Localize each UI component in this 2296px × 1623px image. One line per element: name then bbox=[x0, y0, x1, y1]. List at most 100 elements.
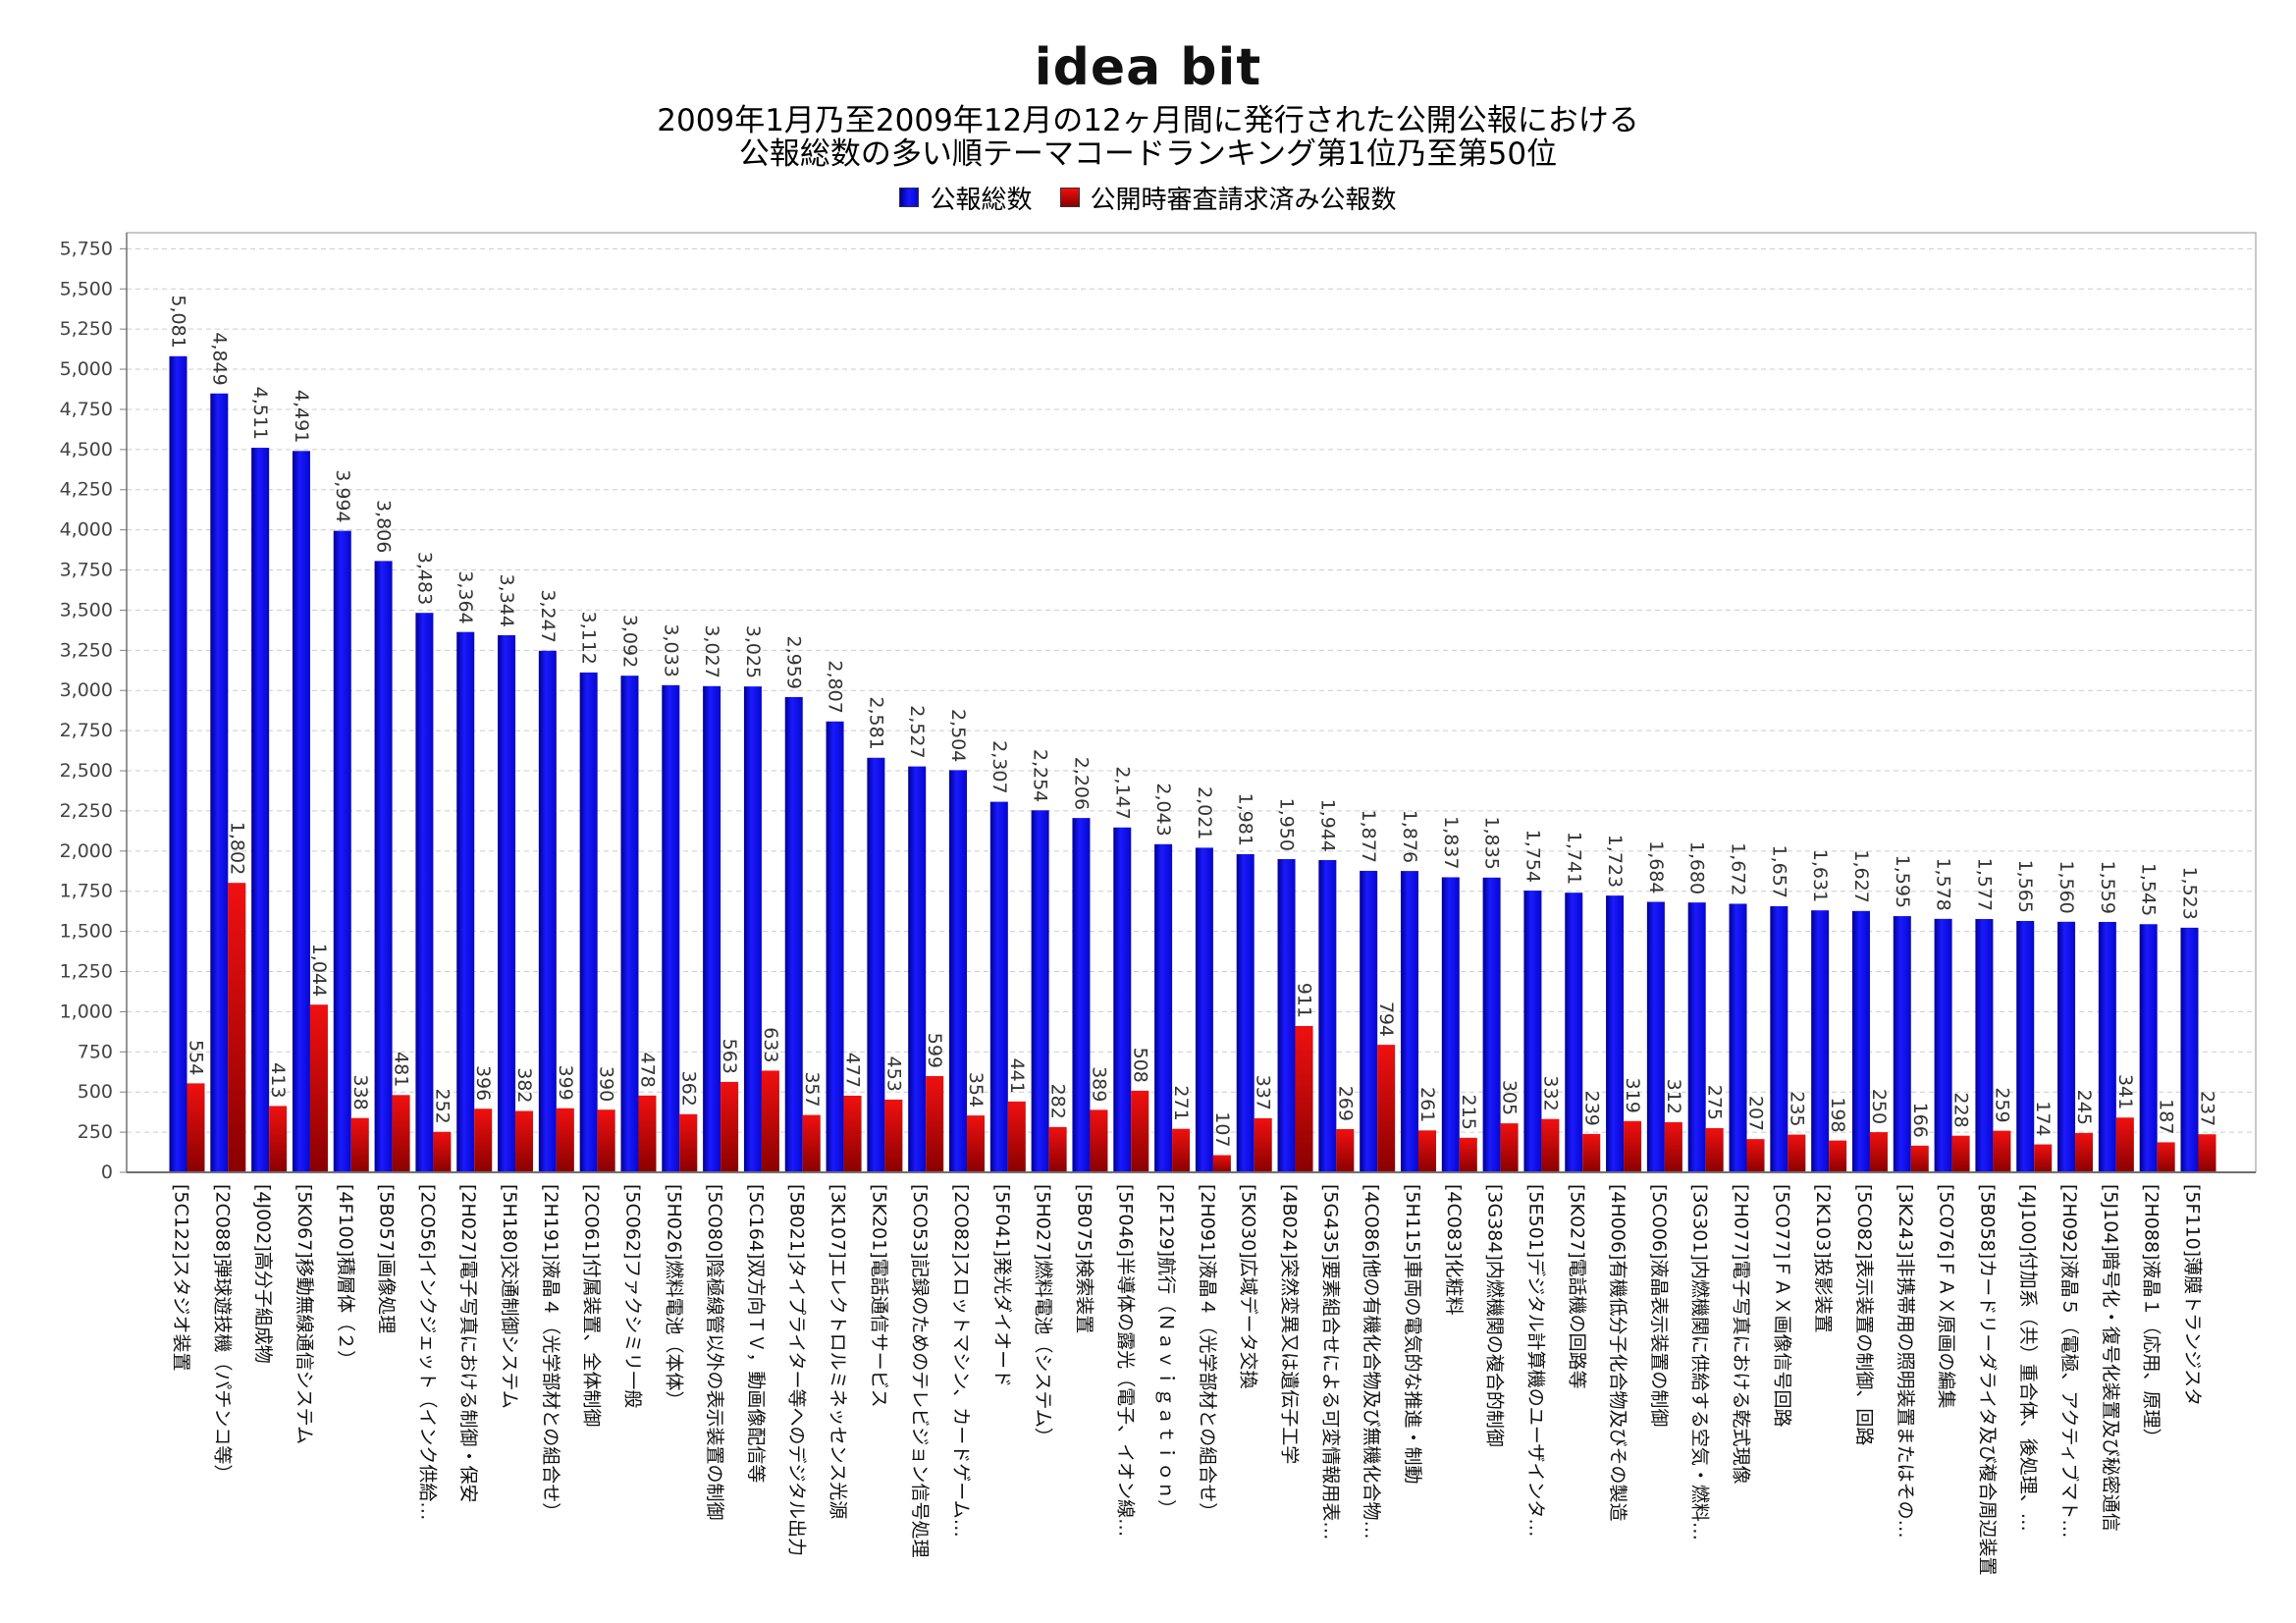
x-tick-label-33: [3G384]内燃機関の複合的制御 bbox=[1484, 1184, 1506, 1447]
chart-title-line-2: 公報総数の多い順テーマコードランキング第1位乃至第50位 bbox=[738, 136, 1558, 172]
bar-total-24 bbox=[1113, 827, 1132, 1172]
x-tick-label-41: [2K103]投影装置 bbox=[1812, 1184, 1834, 1333]
bar-exam-requested-6 bbox=[392, 1095, 410, 1172]
x-tick-label-17: [3K107]エレクトロルミネッセンス光源 bbox=[828, 1184, 849, 1519]
x-tick-label-25: [2F129]航行（Ｎａｖｉｇａｔｉｏｎ） bbox=[1155, 1184, 1177, 1518]
value-label-exam-requested-38: 275 bbox=[1704, 1085, 1726, 1120]
bar-total-30 bbox=[1360, 870, 1378, 1172]
idea-bit-logo: idea bit bbox=[1034, 38, 1262, 97]
bar-total-29 bbox=[1318, 859, 1337, 1172]
value-label-total-2: 4,849 bbox=[208, 332, 230, 385]
bar-exam-requested-41 bbox=[1829, 1140, 1847, 1172]
bar-exam-requested-4 bbox=[309, 1004, 328, 1172]
y-tick-label: 250 bbox=[78, 1121, 113, 1143]
bar-exam-requested-10 bbox=[556, 1108, 574, 1172]
x-tick-label-23: [5B075]検索装置 bbox=[1073, 1184, 1095, 1333]
value-label-total-34: 1,754 bbox=[1522, 830, 1543, 883]
x-tick-label-48: [5J104]暗号化・復号化装置及び秘密通信 bbox=[2100, 1184, 2121, 1532]
value-label-exam-requested-37: 312 bbox=[1663, 1079, 1684, 1114]
bar-total-2 bbox=[210, 393, 229, 1173]
value-label-exam-requested-21: 441 bbox=[1006, 1058, 1028, 1094]
value-label-exam-requested-9: 382 bbox=[513, 1067, 535, 1103]
bar-exam-requested-17 bbox=[843, 1095, 862, 1172]
bar-exam-requested-15 bbox=[761, 1070, 779, 1172]
bar-total-8 bbox=[456, 631, 475, 1172]
x-tick-label-44: [5C076]ＦＡＸ原画の編集 bbox=[1936, 1184, 1957, 1408]
bar-total-40 bbox=[1770, 905, 1789, 1172]
x-tick-label-45: [5B058]カードリーダライタ及び複合周辺装置 bbox=[1976, 1184, 1998, 1575]
legend-swatch-total bbox=[899, 188, 920, 207]
bar-total-42 bbox=[1851, 910, 1870, 1172]
value-label-total-11: 3,112 bbox=[578, 612, 600, 665]
value-label-exam-requested-48: 341 bbox=[2114, 1074, 2136, 1109]
value-label-total-40: 1,657 bbox=[1768, 845, 1789, 898]
bar-exam-requested-46 bbox=[2034, 1144, 2053, 1172]
x-tick-label-49: [2H088]液晶１（応用、原理） bbox=[2141, 1184, 2163, 1446]
x-tick-label-5: [4F100]積層体（２） bbox=[335, 1184, 356, 1369]
y-tick-label: 500 bbox=[78, 1081, 113, 1103]
value-label-exam-requested-33: 305 bbox=[1499, 1080, 1521, 1115]
bar-exam-requested-47 bbox=[2075, 1132, 2094, 1172]
x-tick-label-19: [5C053]記録のためのテレビジョン信号処理 bbox=[909, 1184, 931, 1557]
y-tick-label: 5,750 bbox=[60, 238, 113, 259]
value-label-exam-requested-2: 1,802 bbox=[226, 822, 247, 875]
value-label-exam-requested-50: 237 bbox=[2196, 1091, 2217, 1126]
value-label-total-19: 2,527 bbox=[906, 705, 928, 758]
value-label-exam-requested-32: 215 bbox=[1458, 1095, 1479, 1130]
bar-total-25 bbox=[1154, 843, 1173, 1172]
y-tick-label: 1,500 bbox=[60, 921, 113, 943]
bar-total-27 bbox=[1236, 853, 1255, 1172]
value-label-total-4: 4,491 bbox=[291, 390, 312, 443]
bar-exam-requested-40 bbox=[1788, 1134, 1806, 1172]
bar-total-35 bbox=[1565, 893, 1583, 1172]
bar-total-7 bbox=[415, 613, 434, 1172]
value-label-total-7: 3,483 bbox=[413, 552, 435, 605]
value-label-exam-requested-1: 554 bbox=[186, 1040, 207, 1075]
value-label-exam-requested-31: 261 bbox=[1416, 1087, 1438, 1122]
x-tick-label-7: [2C056]インクジェット（インク供給… bbox=[416, 1184, 438, 1520]
value-label-exam-requested-23: 389 bbox=[1088, 1066, 1109, 1102]
y-tick-label: 4,250 bbox=[60, 479, 113, 501]
value-label-total-26: 2,021 bbox=[1194, 786, 1215, 839]
x-tick-label-12: [5C062]ファクシミリ一般 bbox=[621, 1184, 643, 1408]
value-label-total-49: 1,545 bbox=[2138, 863, 2160, 916]
bar-total-16 bbox=[784, 696, 803, 1172]
y-tick-label: 3,500 bbox=[60, 599, 113, 621]
bar-exam-requested-21 bbox=[1007, 1101, 1026, 1172]
value-label-total-9: 3,344 bbox=[496, 574, 517, 627]
value-label-exam-requested-44: 228 bbox=[1950, 1092, 1972, 1127]
bar-total-48 bbox=[2098, 921, 2116, 1172]
bar-exam-requested-8 bbox=[474, 1109, 493, 1172]
x-tick-label-27: [5K030]広域データ交換 bbox=[1238, 1184, 1259, 1389]
x-tick-label-13: [5H026]燃料電池（本体） bbox=[663, 1184, 684, 1409]
bar-total-17 bbox=[826, 721, 844, 1172]
chart-title-line-1: 2009年1月乃至2009年12月の12ヶ月間に発行された公開公報における bbox=[657, 103, 1639, 138]
value-label-total-17: 2,807 bbox=[825, 660, 846, 713]
bar-total-47 bbox=[2057, 921, 2076, 1172]
bar-exam-requested-43 bbox=[1910, 1145, 1929, 1172]
bar-exam-requested-45 bbox=[1993, 1130, 2011, 1172]
y-tick-label: 3,000 bbox=[60, 679, 113, 701]
y-tick-label: 2,000 bbox=[60, 840, 113, 862]
bar-exam-requested-2 bbox=[228, 883, 246, 1172]
y-tick-label: 2,750 bbox=[60, 720, 113, 741]
x-tick-label-37: [5C006]液晶表示装置の制御 bbox=[1648, 1184, 1670, 1427]
x-tick-label-14: [5C080]陰極線管以外の表示装置の制御 bbox=[704, 1184, 725, 1520]
x-tick-label-31: [5H115]車両の電気的な推進・制動 bbox=[1402, 1184, 1423, 1484]
x-tick-label-47: [2H092]液晶５（電極、アクティブマト… bbox=[2058, 1184, 2081, 1538]
bar-total-20 bbox=[949, 770, 968, 1172]
x-tick-label-10: [2H191]液晶４（光学部材との組合せ） bbox=[540, 1184, 561, 1521]
value-label-exam-requested-12: 478 bbox=[636, 1053, 658, 1088]
value-label-exam-requested-45: 259 bbox=[1991, 1087, 2012, 1122]
bar-exam-requested-39 bbox=[1746, 1139, 1765, 1172]
bar-total-23 bbox=[1072, 818, 1091, 1172]
value-label-total-47: 1,560 bbox=[2056, 860, 2077, 913]
value-label-total-25: 2,043 bbox=[1152, 783, 1174, 836]
bar-exam-requested-16 bbox=[802, 1114, 821, 1172]
x-tick-label-15: [5C164]双方向ＴＶ，動画像配信等 bbox=[745, 1184, 767, 1483]
bar-exam-requested-34 bbox=[1541, 1118, 1560, 1172]
value-label-total-38: 1,680 bbox=[1686, 841, 1708, 894]
bar-exam-requested-28 bbox=[1295, 1025, 1313, 1172]
x-tick-label-50: [5F110]薄膜トランジスタ bbox=[2181, 1184, 2203, 1406]
value-label-exam-requested-17: 477 bbox=[842, 1053, 864, 1088]
